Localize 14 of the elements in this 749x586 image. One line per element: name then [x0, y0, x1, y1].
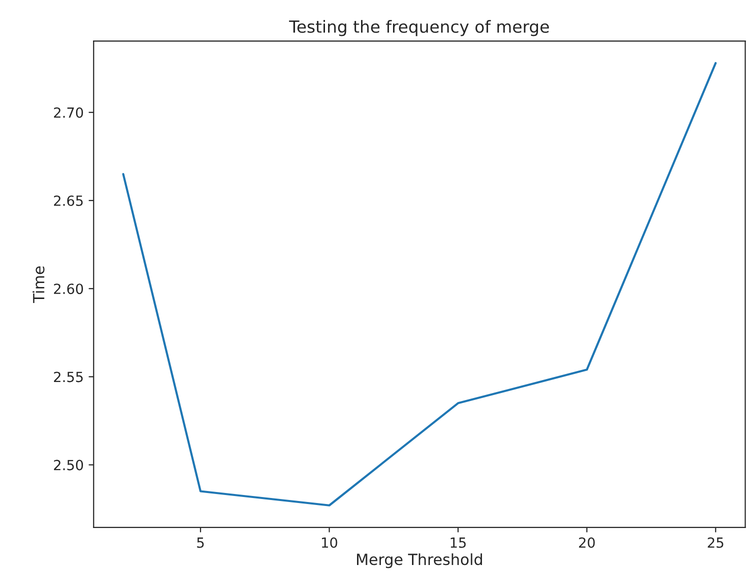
x-tick-label: 10 — [322, 537, 338, 548]
y-tick-label: 2.60 — [54, 284, 83, 294]
x-axis-title: Merge Threshold — [357, 553, 482, 568]
x-tick-label: 20 — [579, 537, 595, 548]
chart-title: Testing the frequency of merge — [289, 20, 549, 36]
x-tick-label: 5 — [197, 538, 204, 548]
y-tick-label: 2.55 — [54, 372, 83, 382]
y-axis-title: Time — [32, 266, 44, 303]
line-series — [122, 62, 717, 506]
x-tick-label: 25 — [708, 537, 724, 548]
y-tick-label: 2.50 — [54, 460, 83, 470]
y-tick-label: 2.70 — [54, 107, 83, 118]
y-tick-label: 2.65 — [54, 195, 83, 206]
x-tick-label: 15 — [450, 538, 466, 548]
